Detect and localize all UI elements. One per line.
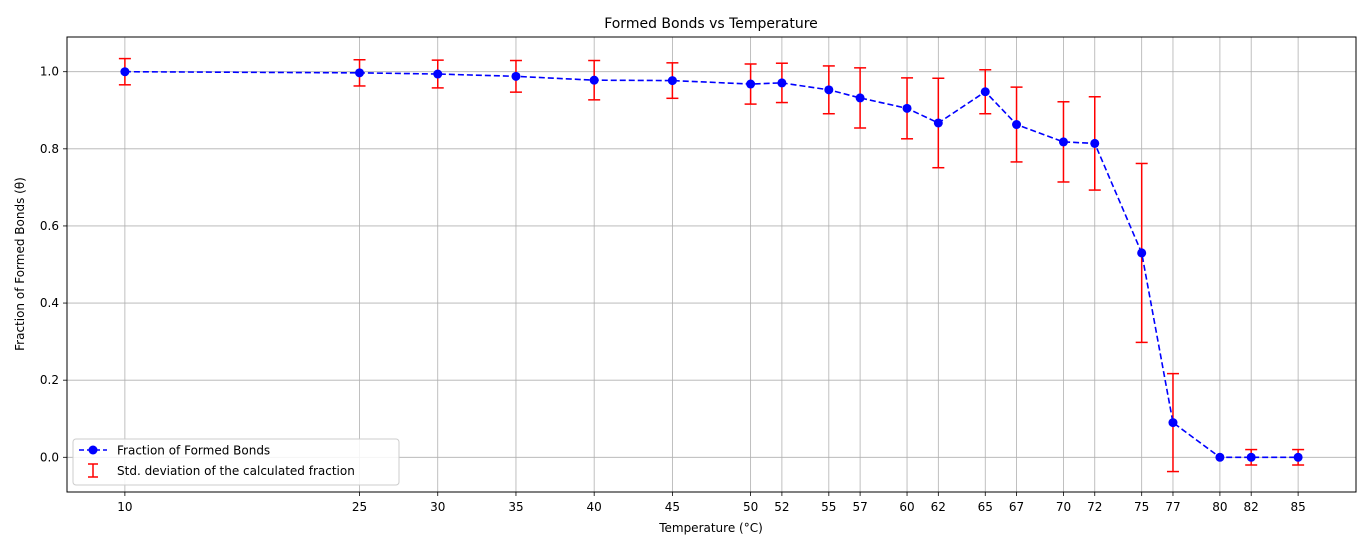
x-axis-label: Temperature (°C) [658,521,763,535]
data-point [1168,418,1178,428]
y-tick-label: 1.0 [40,65,59,79]
x-tick-label: 80 [1212,500,1227,514]
y-axis-label: Fraction of Formed Bonds (θ) [13,177,27,351]
data-point [1293,452,1303,462]
x-tick-label: 82 [1244,500,1259,514]
x-tick-label: 10 [117,500,132,514]
data-point [1012,120,1022,130]
x-tick-label: 72 [1087,500,1102,514]
data-point [120,67,130,77]
legend-marker-swatch [88,445,98,455]
data-point [433,69,443,79]
data-point [980,87,990,97]
data-point [1246,452,1256,462]
data-point [933,118,943,128]
legend: Fraction of Formed Bonds Std. deviation … [72,438,400,486]
x-tick-label: 57 [852,500,867,514]
x-axis: 10 25 30 35 40 45 50 52 55 57 60 62 65 67 70 72 75 77 80 82… [117,492,1306,514]
data-point [777,78,787,88]
x-tick-label: 30 [430,500,445,514]
y-tick-label: 0.2 [40,373,59,387]
y-tick-label: 0.6 [40,219,59,233]
data-point [511,71,521,81]
y-tick-label: 0.8 [40,142,59,156]
x-tick-label: 50 [743,500,758,514]
y-tick-label: 0.4 [40,296,59,310]
y-axis: 0.0 0.2 0.4 0.6 0.8 1.0 [40,65,67,464]
legend-label-errorbars: Std. deviation of the calculated fractio… [117,464,355,478]
x-tick-label: 70 [1056,500,1071,514]
x-tick-label: 67 [1009,500,1024,514]
legend-box [72,438,400,486]
x-tick-label: 40 [587,500,602,514]
y-tick-label: 0.0 [40,450,59,464]
x-tick-label: 52 [774,500,789,514]
data-point [589,75,599,85]
data-point [824,85,834,95]
x-tick-label: 75 [1134,500,1149,514]
chart-title: Formed Bonds vs Temperature [604,16,818,32]
x-tick-label: 55 [821,500,836,514]
grid [67,37,1356,492]
x-tick-label: 77 [1165,500,1180,514]
data-point [1137,248,1147,258]
data-point [667,76,677,86]
data-point [1090,138,1100,148]
data-point [1058,137,1068,147]
x-tick-label: 25 [352,500,367,514]
x-tick-label: 62 [931,500,946,514]
series-line [124,70,1299,459]
legend-label-series: Fraction of Formed Bonds [117,444,270,458]
x-tick-label: 85 [1290,500,1305,514]
plot-frame [66,36,1357,493]
data-point [855,93,865,103]
data-point [746,79,756,89]
x-tick-label: 35 [508,500,523,514]
data-point [355,68,365,78]
data-point [1215,452,1225,462]
plot-area [118,57,1305,473]
x-tick-label: 45 [665,500,680,514]
data-point [902,103,912,113]
x-tick-label: 60 [899,500,914,514]
x-tick-label: 65 [978,500,993,514]
